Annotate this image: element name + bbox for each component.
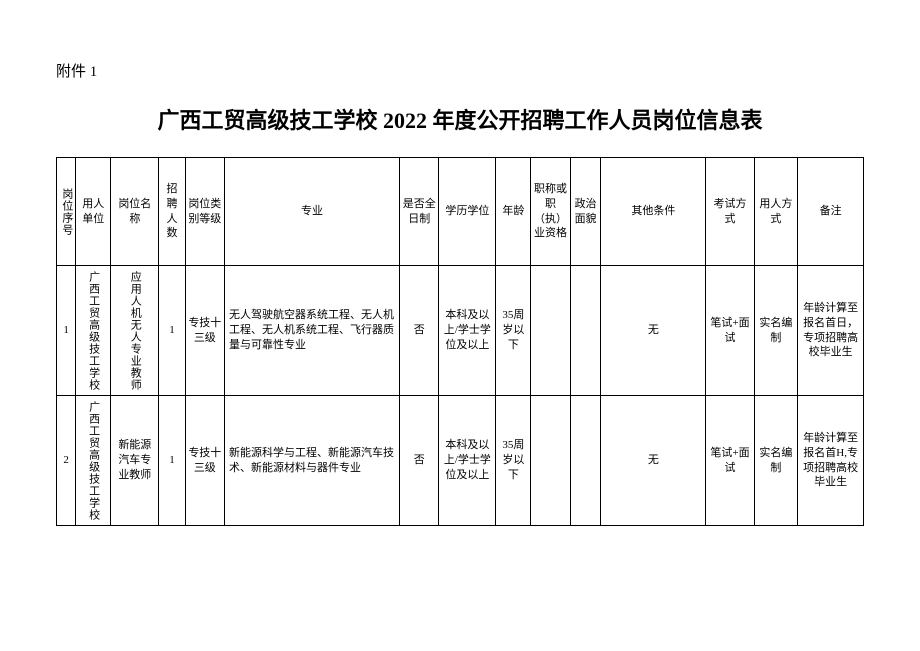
job-table: 岗位序号 用人单位 岗位名称 招聘人数 岗位类别等级 专业 是否全日制 学历学位… bbox=[56, 157, 864, 526]
cell-hire: 实名编制 bbox=[754, 266, 798, 396]
cell-seq: 1 bbox=[57, 266, 76, 396]
col-fulltime: 是否全日制 bbox=[400, 158, 439, 266]
cell-other: 无 bbox=[601, 396, 706, 526]
cell-pol bbox=[570, 266, 601, 396]
col-other: 其他条件 bbox=[601, 158, 706, 266]
col-level: 岗位类别等级 bbox=[185, 158, 224, 266]
col-edu: 学历学位 bbox=[439, 158, 496, 266]
cell-unit: 广西工贸高级技工学校 bbox=[76, 396, 111, 526]
cell-fulltime: 否 bbox=[400, 266, 439, 396]
cell-note: 年龄计算至报名首H,专项招聘高校毕业生 bbox=[798, 396, 864, 526]
col-hire: 用人方式 bbox=[754, 158, 798, 266]
col-seq: 岗位序号 bbox=[57, 158, 76, 266]
col-pol: 政治面貌 bbox=[570, 158, 601, 266]
cell-edu: 本科及以上/学士学位及以上 bbox=[439, 396, 496, 526]
col-unit: 用人单位 bbox=[76, 158, 111, 266]
cell-level: 专技十三级 bbox=[185, 396, 224, 526]
cell-num: 1 bbox=[159, 266, 185, 396]
cell-unit: 广西工贸高级技工学校 bbox=[76, 266, 111, 396]
cell-post: 应用人机无人专业教师 bbox=[111, 266, 159, 396]
table-row: 2 广西工贸高级技工学校 新能源汽车专业教师 1 专技十三级 新能源科学与工程、… bbox=[57, 396, 864, 526]
cell-exam: 笔试+面试 bbox=[706, 396, 754, 526]
cell-major: 新能源科学与工程、新能源汽车技术、新能源材料与器件专业 bbox=[225, 396, 400, 526]
cell-age: 35周岁以下 bbox=[496, 396, 531, 526]
page-title: 广西工贸高级技工学校 2022 年度公开招聘工作人员岗位信息表 bbox=[56, 103, 864, 135]
col-num: 招聘人数 bbox=[159, 158, 185, 266]
cell-age: 35周岁以下 bbox=[496, 266, 531, 396]
cell-cert bbox=[531, 396, 570, 526]
cell-hire: 实名编制 bbox=[754, 396, 798, 526]
col-age: 年龄 bbox=[496, 158, 531, 266]
cell-post: 新能源汽车专业教师 bbox=[111, 396, 159, 526]
col-cert: 职称或职（执）业资格 bbox=[531, 158, 570, 266]
cell-level: 专技十三级 bbox=[185, 266, 224, 396]
cell-num: 1 bbox=[159, 396, 185, 526]
cell-other: 无 bbox=[601, 266, 706, 396]
table-row: 1 广西工贸高级技工学校 应用人机无人专业教师 1 专技十三级 无人驾驶航空器系… bbox=[57, 266, 864, 396]
col-post: 岗位名称 bbox=[111, 158, 159, 266]
cell-fulltime: 否 bbox=[400, 396, 439, 526]
cell-cert bbox=[531, 266, 570, 396]
cell-edu: 本科及以上/学士学位及以上 bbox=[439, 266, 496, 396]
table-header-row: 岗位序号 用人单位 岗位名称 招聘人数 岗位类别等级 专业 是否全日制 学历学位… bbox=[57, 158, 864, 266]
cell-note: 年龄计算至报名首日，专项招聘高校毕业生 bbox=[798, 266, 864, 396]
cell-seq: 2 bbox=[57, 396, 76, 526]
cell-exam: 笔试+面试 bbox=[706, 266, 754, 396]
attachment-label: 附件 1 bbox=[56, 60, 864, 81]
cell-major: 无人驾驶航空器系统工程、无人机工程、无人机系统工程、飞行器质量与可靠性专业 bbox=[225, 266, 400, 396]
cell-pol bbox=[570, 396, 601, 526]
col-exam: 考试方式 bbox=[706, 158, 754, 266]
col-note: 备注 bbox=[798, 158, 864, 266]
col-major: 专业 bbox=[225, 158, 400, 266]
